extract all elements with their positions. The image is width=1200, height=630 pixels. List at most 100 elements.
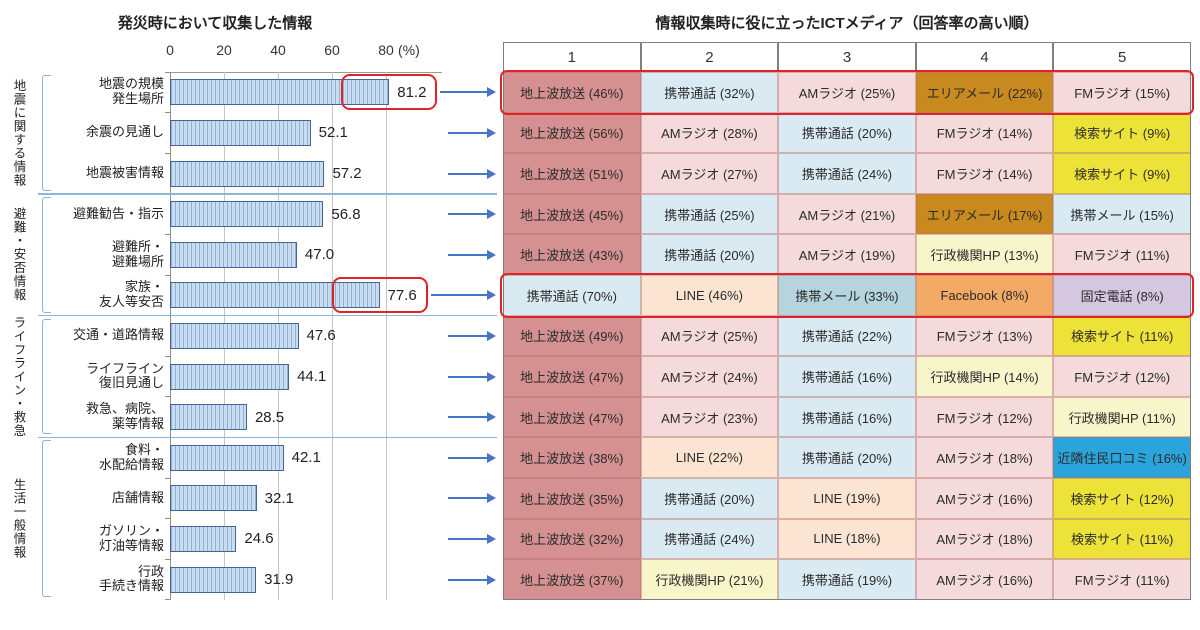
bar-category-label: 店舗情報 [111, 489, 164, 505]
media-cell-text: 検索サイト (12%) [1070, 491, 1174, 507]
row-arrow-head [487, 574, 496, 585]
table-cell: 地上波放送 (32%) [503, 518, 641, 560]
axis-row-tick [165, 558, 170, 560]
table-cell: AMラジオ (25%) [640, 315, 779, 357]
group-separator-1 [38, 193, 497, 195]
table-cell: FMラジオ (12%) [915, 396, 1054, 438]
row-arrow-line [448, 537, 487, 540]
bar-category-label: 交通・道路情報 [72, 327, 164, 343]
table-cell: 携帯通話 (24%) [640, 518, 779, 560]
media-cell-text: 行政機関HP (11%) [1068, 410, 1176, 426]
axis-tick-label: 80 [378, 42, 394, 58]
media-cell-text: 地上波放送 (47%) [520, 369, 624, 385]
table-cell: 携帯メール (15%) [1053, 193, 1191, 235]
media-cell-text: 地上波放送 (49%) [520, 329, 624, 345]
media-cell-text: 行政機関HP (21%) [655, 572, 764, 588]
row-arrow-head [487, 87, 496, 98]
media-cell-text: AMラジオ (23%) [661, 410, 758, 426]
bar-9 [170, 444, 284, 471]
table-cell: FMラジオ (11%) [1053, 559, 1191, 600]
row-arrow-head [487, 209, 496, 220]
media-cell-text: 携帯通話 (16%) [801, 369, 893, 385]
media-cell-text: AMラジオ (18%) [936, 451, 1033, 467]
axis-row-tick [165, 599, 170, 601]
chart-highlight-box [341, 74, 438, 111]
bar-0 [170, 79, 390, 106]
axis-row-tick [165, 355, 170, 357]
table-cell: 行政機関HP (11%) [1053, 396, 1191, 438]
bar-value-label: 44.1 [297, 367, 327, 385]
table-cell: 地上波放送 (46%) [503, 72, 641, 113]
bar-value-label: 47.6 [306, 327, 336, 345]
table-cell: 地上波放送 (47%) [503, 356, 641, 397]
bar-category-label: ガソリン・ 灯油等情報 [98, 522, 164, 553]
table-cell: 携帯通話 (20%) [640, 478, 779, 519]
table-cell: AMラジオ (18%) [915, 518, 1054, 560]
axis-row-tick [165, 274, 170, 276]
media-cell-text: 携帯メール (15%) [1070, 207, 1174, 223]
row-arrow-head [487, 249, 496, 260]
group-bracket-2 [42, 318, 51, 435]
media-cell-text: LINE (18%) [813, 531, 881, 547]
media-cell-text: FMラジオ (12%) [1074, 369, 1171, 385]
row-arrow-line [448, 213, 487, 216]
media-cell-text: 検索サイト (9%) [1074, 126, 1171, 142]
table-cell: 携帯通話 (32%) [640, 72, 779, 113]
media-cell-text: 検索サイト (11%) [1071, 532, 1174, 548]
media-cell-text: 行政機関HP (13%) [930, 248, 1039, 264]
media-cell-text: AMラジオ (21%) [798, 207, 896, 223]
axis-unit-label: (%) [398, 42, 420, 58]
media-cell-text: Facebook (8%) [940, 287, 1029, 303]
row-arrow-line [430, 294, 487, 297]
bar-value-label: 42.1 [291, 449, 321, 467]
table-cell: 地上波放送 (35%) [503, 478, 641, 519]
media-cell-text: 地上波放送 (32%) [520, 532, 624, 548]
table-cell: FMラジオ (15%) [1053, 72, 1191, 113]
plot-top-border [170, 71, 442, 73]
row-arrow-head [487, 168, 496, 179]
media-cell-text: 固定電話 (8%) [1080, 288, 1164, 304]
table-col-header-2: 2 [640, 42, 779, 72]
table-cell: 検索サイト (9%) [1053, 153, 1191, 194]
media-cell-text: 携帯通話 (70%) [526, 288, 617, 304]
media-cell-text: AMラジオ (28%) [661, 126, 758, 142]
media-cell-text: FMラジオ (11%) [1074, 572, 1170, 588]
media-cell-text: FMラジオ (15%) [1074, 85, 1171, 101]
table-cell: 行政機関HP (14%) [915, 356, 1054, 397]
media-cell-text: 地上波放送 (37%) [520, 572, 624, 588]
row-arrow-line [448, 456, 487, 459]
table-cell: エリアメール (17%) [915, 193, 1054, 235]
bar-value-label: 28.5 [254, 408, 285, 426]
table-cell: 携帯通話 (25%) [640, 193, 779, 235]
media-cell-text: 携帯メール (33%) [795, 288, 899, 304]
axis-tick-label: 40 [270, 42, 286, 58]
table-cell: 地上波放送 (47%) [503, 396, 641, 438]
media-cell-text: FMラジオ (13%) [936, 329, 1033, 345]
row-arrow-line [440, 91, 487, 94]
table-cell: AMラジオ (16%) [915, 478, 1054, 519]
table-cell: 地上波放送 (38%) [503, 437, 641, 478]
table-cell: LINE (46%) [640, 275, 779, 316]
bar-value-label: 24.6 [244, 530, 274, 548]
bar-4 [170, 241, 297, 268]
media-cell-text: AMラジオ (18%) [936, 532, 1033, 548]
table-cell: AMラジオ (28%) [640, 112, 779, 154]
media-cell-text: FMラジオ (14%) [936, 126, 1033, 142]
media-cell-text: LINE (46%) [675, 287, 743, 303]
table-cell: 検索サイト (11%) [1053, 315, 1191, 357]
row-arrow-line [448, 416, 487, 419]
bar-10 [170, 485, 257, 512]
table-cell: 携帯通話 (20%) [778, 437, 916, 478]
row-arrow-head [487, 371, 496, 382]
bar-category-label: 行政 手続き情報 [98, 563, 164, 594]
media-cell-text: 地上波放送 (47%) [520, 410, 624, 426]
axis-row-tick [165, 477, 170, 479]
bar-5 [170, 282, 380, 309]
media-cell-text: AMラジオ (27%) [661, 166, 758, 182]
media-cell-text: AMラジオ (16%) [936, 491, 1033, 507]
table-cell: エリアメール (22%) [915, 72, 1054, 113]
media-cell-text: エリアメール (22%) [926, 85, 1043, 101]
table-cell: 検索サイト (11%) [1053, 518, 1191, 560]
media-cell-text: 近隣住民口コミ (16%) [1057, 451, 1187, 467]
bar-category-label: 家族・ 友人等安否 [98, 279, 164, 310]
